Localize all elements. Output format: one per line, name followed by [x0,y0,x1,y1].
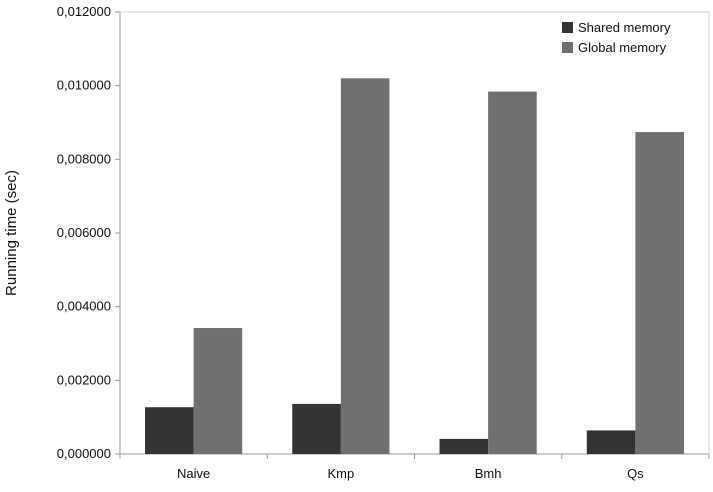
bar-shared-memory-qs [586,430,636,454]
bar-global-memory-qs [635,132,684,454]
y-tick-label: 0,006000 [57,225,111,240]
bar-global-memory-naive [193,328,243,454]
y-tick-label: 0,008000 [57,151,111,166]
bar-shared-memory-kmp [292,403,341,454]
bar-shared-memory-naive [145,407,194,454]
y-axis: 0,000000 0,002000 0,004000 0,006000 0,008000… [57,4,121,461]
y-tick-label: 0,004000 [57,299,111,314]
bar-shared-memory-bmh [439,438,489,454]
legend-label: Global memory [578,40,667,55]
x-category-label: Bmh [475,466,502,481]
legend-swatch [562,42,573,53]
legend: Shared memory Global memory [562,20,671,55]
bar-global-memory-bmh [488,91,537,454]
y-tick-label: 0,010000 [57,78,111,93]
y-tick-label: 0,000000 [57,446,111,461]
x-category-label: Kmp [328,466,355,481]
bars [145,78,684,455]
legend-label: Shared memory [578,20,671,35]
y-axis-title: Running time (sec) [3,170,20,296]
x-axis: Naive Kmp Bmh Qs [119,453,710,481]
legend-swatch [562,22,573,33]
y-tick-label: 0,012000 [57,4,111,19]
bar-global-memory-kmp [340,78,390,455]
x-category-label: Naive [177,466,210,481]
y-tick-label: 0,002000 [57,372,111,387]
x-category-label: Qs [627,466,644,481]
